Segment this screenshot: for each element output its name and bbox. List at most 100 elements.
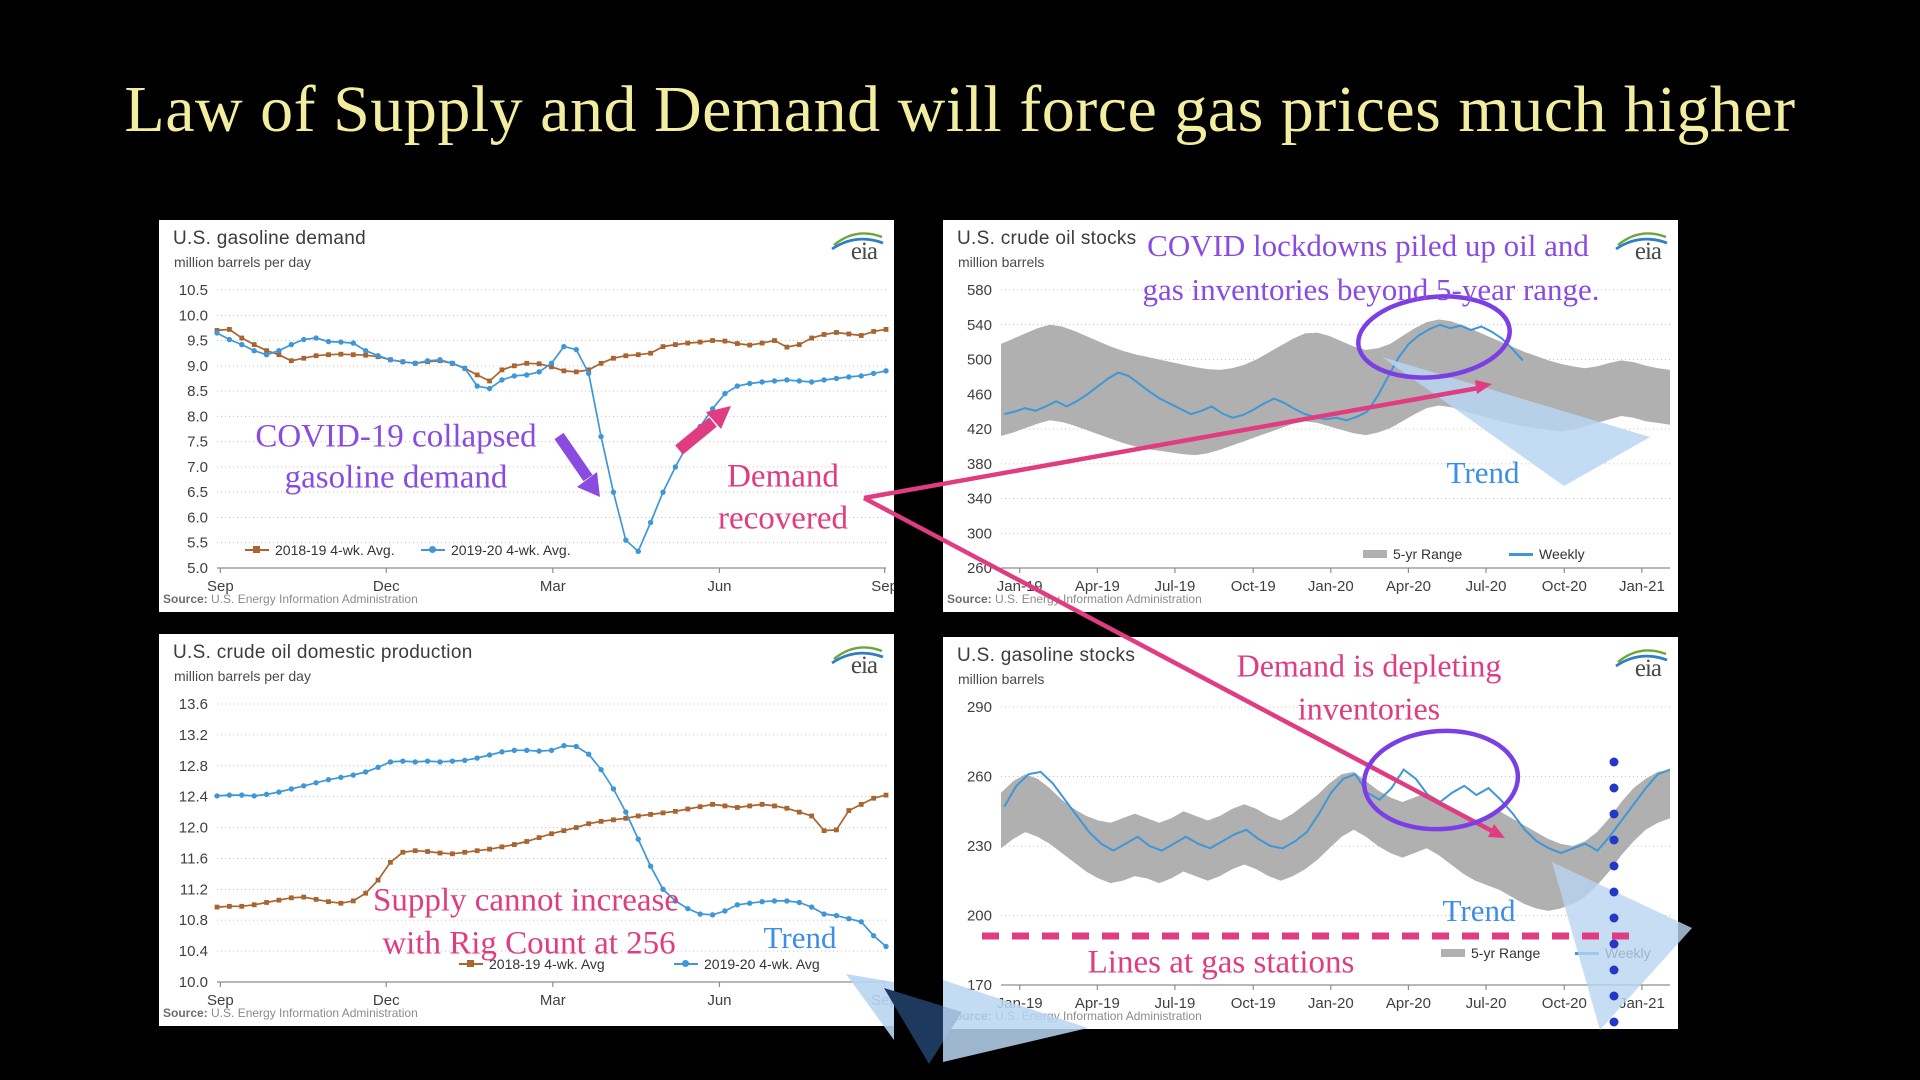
svg-text:Jan-20: Jan-20 <box>1308 578 1354 595</box>
svg-text:12.4: 12.4 <box>179 789 208 806</box>
svg-text:Oct-19: Oct-19 <box>1231 578 1276 595</box>
svg-text:Oct-19: Oct-19 <box>1231 995 1276 1012</box>
chart-panel-gasoline-demand: 10.5 10.0 9.5 9.0 8.5 8.0 7.5 7.0 6.5 6.0 5.5 5.0 Se… <box>159 220 894 612</box>
annotation-trend-production: Trend <box>763 920 837 955</box>
svg-text:Jul-19: Jul-19 <box>1155 995 1196 1012</box>
legend-label: 2019-20 4-wk. Avg <box>704 956 820 972</box>
svg-text:10.0: 10.0 <box>179 974 208 991</box>
svg-text:Dec: Dec <box>373 992 400 1009</box>
svg-text:260: 260 <box>967 769 992 786</box>
svg-text:Sep: Sep <box>871 992 894 1009</box>
legend-label: 5-yr Range <box>1471 945 1541 961</box>
annotation-supply-line2: with Rig Count at 256 <box>382 925 676 962</box>
svg-text:230: 230 <box>967 838 992 855</box>
svg-text:6.5: 6.5 <box>187 484 208 501</box>
annotation-demand-recovered-line1: Demand <box>727 458 839 495</box>
eia-logo-arcs <box>1615 649 1668 668</box>
svg-text:7.5: 7.5 <box>187 434 208 451</box>
annotation-trend-gasoline-stocks: Trend <box>1442 893 1516 928</box>
legend-label: 2018-19 4-wk. Avg <box>489 956 605 972</box>
svg-text:13.6: 13.6 <box>179 696 208 713</box>
annotation-demand-recovered-line2: recovered <box>717 500 849 537</box>
legend-swatch-range-gray <box>1363 549 1387 559</box>
legend-item: Weekly <box>1575 945 1651 961</box>
legend-swatch-weekly-blue <box>1509 549 1533 559</box>
svg-text:Apr-20: Apr-20 <box>1386 578 1431 595</box>
legend-label: 2019-20 4-wk. Avg. <box>451 542 571 558</box>
chart-unit-label: million barrels <box>958 254 1045 270</box>
svg-text:10.4: 10.4 <box>179 943 208 960</box>
source-note: Source: U.S. Energy Information Administ… <box>163 592 418 606</box>
annotation-covid-collapsed-line2: gasoline demand <box>284 459 508 496</box>
annotation-covid-collapsed-line1: COVID-19 collapsed <box>255 418 537 455</box>
slide-title: Law of Supply and Demand will force gas … <box>124 73 1796 146</box>
chart-title: U.S. crude oil domestic production <box>173 642 473 663</box>
svg-text:Oct-20: Oct-20 <box>1542 995 1587 1012</box>
svg-text:Jan-21: Jan-21 <box>1619 578 1665 595</box>
svg-text:Jan-21: Jan-21 <box>1619 995 1665 1012</box>
svg-text:580: 580 <box>967 282 992 299</box>
svg-text:170: 170 <box>967 977 992 994</box>
svg-text:540: 540 <box>967 317 992 334</box>
chart-unit-label: million barrels <box>958 671 1045 687</box>
legend-item: 2018-19 4-wk. Avg. <box>245 542 395 558</box>
legend-label: Weekly <box>1539 546 1585 562</box>
svg-text:Apr-20: Apr-20 <box>1386 995 1431 1012</box>
eia-logo-arcs <box>831 232 884 251</box>
chart-panel-crude-oil-production: 13.6 13.2 12.8 12.4 12.0 11.6 11.2 10.8 10.4 10.0… <box>159 634 894 1026</box>
svg-text:5.5: 5.5 <box>187 535 208 552</box>
legend-item: 5-yr Range <box>1441 945 1540 961</box>
svg-text:8.5: 8.5 <box>187 383 208 400</box>
svg-text:460: 460 <box>967 386 992 403</box>
legend-label: Weekly <box>1605 945 1651 961</box>
chart-title: U.S. crude oil stocks <box>957 228 1137 249</box>
source-note: Source: U.S. Energy Information Administ… <box>947 1009 1202 1023</box>
legend-item: 2018-19 4-wk. Avg <box>459 956 605 972</box>
svg-text:10.5: 10.5 <box>179 282 208 299</box>
eia-logo: eia <box>828 225 886 267</box>
legend-swatch-weekly-blue <box>1575 948 1599 958</box>
annotation-supply-line1: Supply cannot increase <box>372 882 680 919</box>
svg-text:Dec: Dec <box>373 578 400 595</box>
legend-label: 5-yr Range <box>1393 546 1463 562</box>
legend-swatch-circle-blue <box>421 545 445 555</box>
svg-text:Sep: Sep <box>871 578 894 595</box>
eia-logo-arcs <box>1615 232 1668 251</box>
legend-item: 5-yr Range <box>1363 546 1462 562</box>
chart-title: U.S. gasoline stocks <box>957 645 1136 666</box>
svg-text:420: 420 <box>967 421 992 438</box>
chart-unit-label: million barrels per day <box>174 254 311 270</box>
legend-swatch-square-brown <box>245 545 269 555</box>
annotation-trend-crude-stocks: Trend <box>1446 455 1520 490</box>
legend-item: 2019-20 4-wk. Avg. <box>421 542 571 558</box>
eia-logo: eia <box>1612 642 1670 684</box>
svg-text:340: 340 <box>967 491 992 508</box>
svg-text:Oct-20: Oct-20 <box>1542 578 1587 595</box>
svg-text:290: 290 <box>967 699 992 716</box>
eia-logo-text: eia <box>850 238 878 265</box>
source-note: Source: U.S. Energy Information Administ… <box>163 1006 418 1020</box>
chart-unit-label: million barrels per day <box>174 668 311 684</box>
svg-text:11.6: 11.6 <box>180 850 208 867</box>
svg-text:13.2: 13.2 <box>179 727 208 744</box>
legend-item: 2019-20 4-wk. Avg <box>674 956 820 972</box>
legend-label: 2018-19 4-wk. Avg. <box>275 542 395 558</box>
svg-text:9.5: 9.5 <box>187 333 208 350</box>
annotation-covid-lockdowns-line2: gas inventories beyond 5-year range. <box>1142 272 1600 307</box>
svg-text:Mar: Mar <box>540 992 566 1009</box>
svg-text:200: 200 <box>967 908 992 925</box>
eia-logo: eia <box>828 639 886 681</box>
svg-text:500: 500 <box>967 352 992 369</box>
svg-text:Sep: Sep <box>207 992 234 1009</box>
legend-swatch-square-brown <box>459 959 483 969</box>
svg-text:12.0: 12.0 <box>179 820 208 837</box>
plot-gasoline-demand: 10.510.09.59.08.58.07.57.06.56.05.55.0Se… <box>179 282 894 595</box>
chart-title: U.S. gasoline demand <box>173 228 366 249</box>
legend-item: Weekly <box>1509 546 1585 562</box>
svg-text:10.0: 10.0 <box>179 307 208 324</box>
svg-text:380: 380 <box>967 456 992 473</box>
svg-text:300: 300 <box>967 525 992 542</box>
svg-text:6.0: 6.0 <box>187 509 208 526</box>
svg-text:11.2: 11.2 <box>180 881 208 898</box>
eia-logo-text: eia <box>1634 655 1662 682</box>
